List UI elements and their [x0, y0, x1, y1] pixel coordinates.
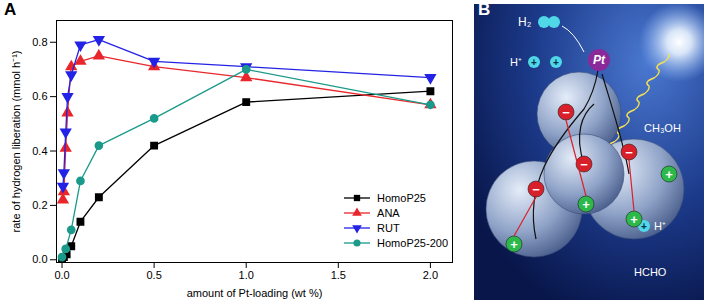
svg-text:0.0: 0.0	[32, 253, 47, 265]
svg-text:0.2: 0.2	[32, 199, 47, 211]
html-text:B: B	[478, 0, 491, 19]
svg-text:−: −	[562, 105, 570, 120]
svg-text:0.5: 0.5	[146, 269, 161, 281]
svg-text:CH₃OH: CH₃OH	[644, 122, 681, 134]
svg-text:1.5: 1.5	[331, 269, 346, 281]
svg-text:rate of hydrogen liberation (m: rate of hydrogen liberation (mmol h⁻¹)	[10, 51, 22, 233]
svg-text:0.6: 0.6	[32, 90, 47, 102]
html-text:HomoP25-200: HomoP25-200	[377, 236, 448, 249]
svg-text:+: +	[665, 167, 673, 182]
svg-text:+: +	[553, 57, 559, 68]
svg-text:−: −	[580, 157, 588, 172]
html-text:ANA: ANA	[377, 206, 400, 219]
svg-text:0.8: 0.8	[32, 36, 47, 48]
svg-text:+: +	[582, 197, 590, 212]
html-text:RUT: RUT	[377, 221, 400, 234]
svg-text:0.0: 0.0	[54, 269, 69, 281]
svg-text:+: +	[630, 212, 638, 227]
html-text:A: A	[4, 0, 17, 19]
svg-text:HCHO: HCHO	[634, 266, 667, 278]
svg-text:−: −	[625, 145, 633, 160]
svg-text:+: +	[510, 237, 518, 252]
svg-text:H₂: H₂	[518, 15, 532, 29]
svg-text:H⁺: H⁺	[654, 220, 666, 232]
svg-text:+: +	[641, 221, 647, 232]
svg-text:2.0: 2.0	[423, 269, 438, 281]
html-text:HomoP25: HomoP25	[377, 191, 426, 204]
svg-text:amount of Pt-loading (wt %): amount of Pt-loading (wt %)	[187, 287, 323, 299]
svg-text:−: −	[532, 182, 540, 197]
svg-text:Pt: Pt	[593, 53, 606, 67]
svg-text:0.4: 0.4	[32, 145, 47, 157]
svg-text:1.0: 1.0	[239, 269, 254, 281]
svg-text:+: +	[531, 57, 537, 68]
svg-text:H⁺: H⁺	[510, 56, 522, 68]
